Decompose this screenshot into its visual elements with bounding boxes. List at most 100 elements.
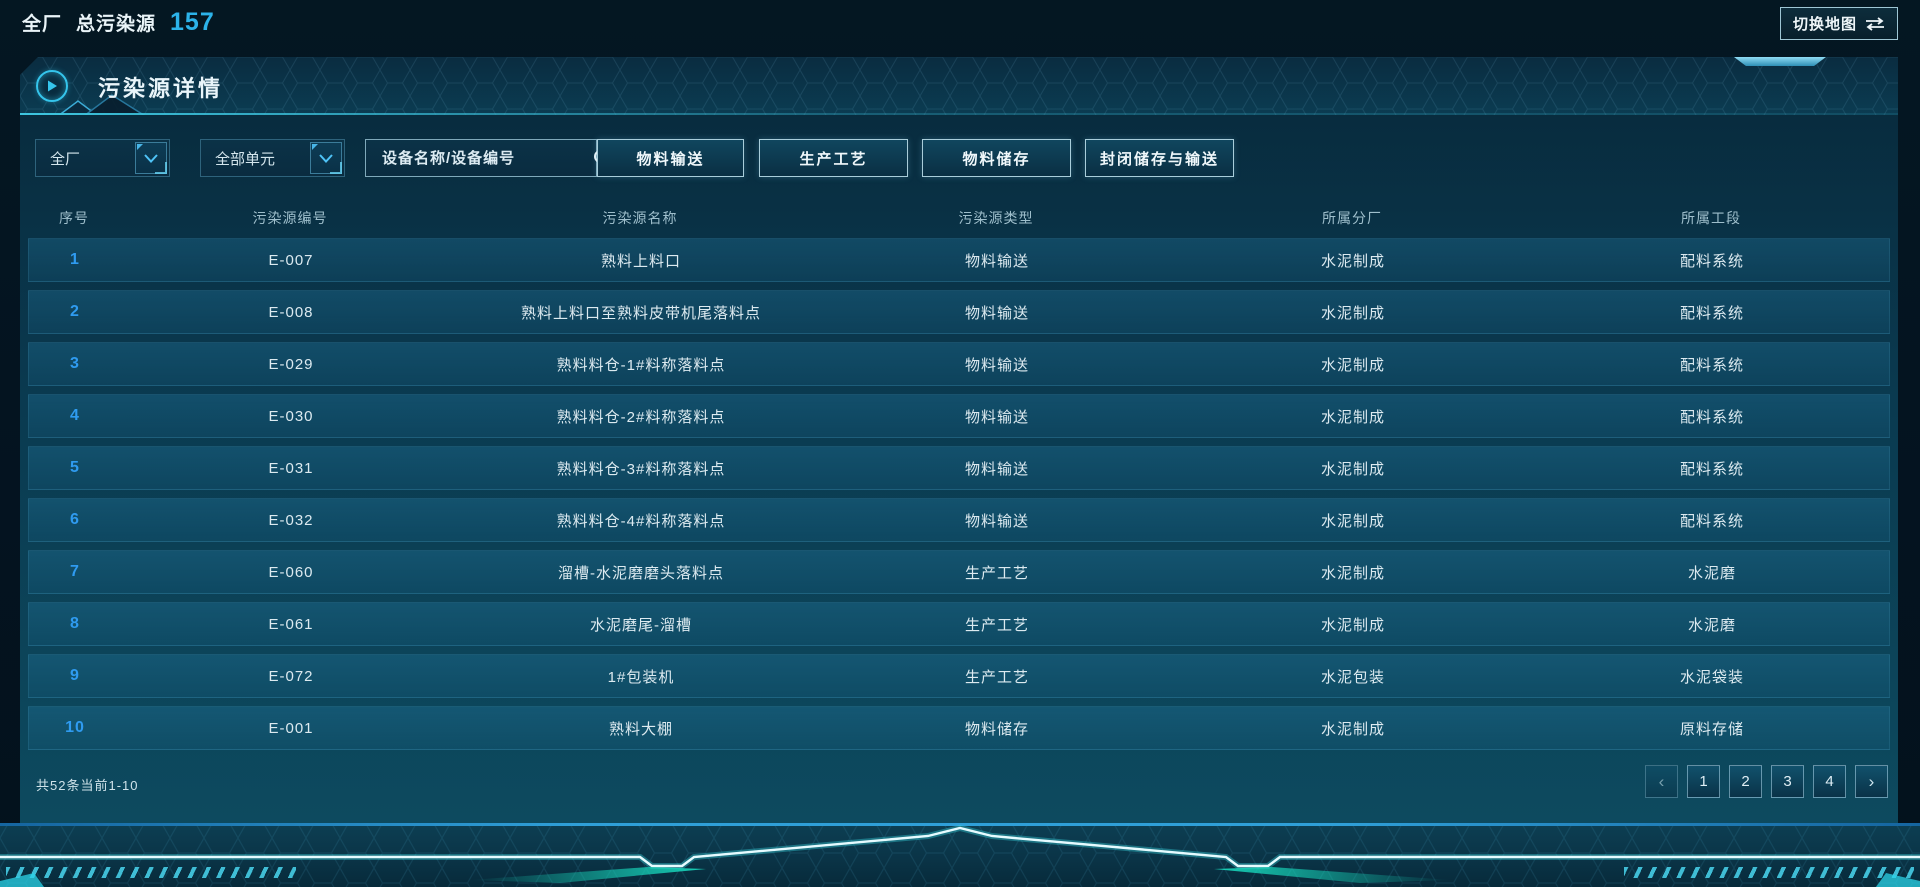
- plant-scope-label: 全厂: [22, 14, 63, 35]
- row-branch-plant: 水泥制成: [1320, 304, 1385, 322]
- table-row[interactable]: 1 E-007 熟料上料口 物料输送 水泥制成 配料系统: [28, 238, 1890, 282]
- device-search-box[interactable]: [365, 139, 611, 177]
- table-row[interactable]: 9 E-072 1#包装机 生产工艺 水泥包装 水泥袋装: [28, 654, 1890, 698]
- row-source-type: 生产工艺: [964, 668, 1029, 686]
- filter-button-closed-storage-transport[interactable]: 封闭储存与输送: [1085, 139, 1234, 177]
- total-pollution-count: 157: [170, 8, 215, 36]
- pagination-summary: 共52条当前1-10: [36, 778, 139, 793]
- row-source-name: 熟料大棚: [608, 720, 673, 738]
- next-page-button[interactable]: ›: [1855, 765, 1888, 798]
- footer-top-line: [0, 823, 1920, 826]
- row-branch-plant: 水泥制成: [1320, 252, 1385, 270]
- table-row[interactable]: 6 E-032 熟料料仓-4#料称落料点 物料输送 水泥制成 配料系统: [28, 498, 1890, 542]
- row-source-id: E-029: [268, 355, 314, 373]
- plant-select[interactable]: 全厂: [35, 139, 170, 177]
- row-source-type: 生产工艺: [964, 564, 1029, 582]
- row-branch-plant: 水泥制成: [1320, 460, 1385, 478]
- row-index: 2: [70, 303, 80, 320]
- row-branch-plant: 水泥制成: [1320, 408, 1385, 426]
- bottom-decoration: [0, 823, 1920, 887]
- row-source-type: 生产工艺: [964, 616, 1029, 634]
- filter-row: 全厂 全部单元 物料输送 生产工艺 物料储存 封闭储: [20, 139, 1898, 179]
- row-source-name: 熟料料仓-2#料称落料点: [556, 408, 726, 426]
- table-row[interactable]: 10 E-001 熟料大棚 物料储存 水泥制成 原料存储: [28, 706, 1890, 750]
- row-source-id: E-072: [268, 667, 314, 685]
- filter-button-material-storage[interactable]: 物料储存: [922, 139, 1071, 177]
- pagination: ‹ 1 2 3 4 ›: [1645, 765, 1888, 798]
- row-source-name: 熟料料仓-1#料称落料点: [556, 356, 726, 374]
- col-header-source-type: 污染源类型: [958, 210, 1034, 226]
- panel-title: 污染源详情: [98, 76, 224, 101]
- row-source-id: E-031: [268, 459, 314, 477]
- row-source-name: 水泥磨尾-溜槽: [590, 616, 692, 634]
- swap-arrows-icon: [1866, 16, 1884, 31]
- row-work-section: 配料系统: [1679, 252, 1744, 270]
- total-pollution-label: 总污染源: [76, 14, 157, 35]
- row-index: 7: [70, 563, 80, 580]
- topbar: 全厂 总污染源 157 切换地图: [0, 0, 1920, 50]
- row-source-name: 熟料料仓-4#料称落料点: [556, 512, 726, 530]
- hexagon-pattern: [20, 57, 1898, 115]
- row-work-section: 原料存储: [1679, 720, 1744, 738]
- page-button-3[interactable]: 3: [1771, 765, 1804, 798]
- row-branch-plant: 水泥制成: [1320, 616, 1385, 634]
- row-index: 10: [65, 719, 85, 736]
- row-source-type: 物料输送: [964, 304, 1029, 322]
- row-index: 5: [70, 459, 80, 476]
- col-header-source-name: 污染源名称: [602, 210, 678, 226]
- filter-button-production-process[interactable]: 生产工艺: [759, 139, 908, 177]
- unit-select-value: 全部单元: [215, 150, 276, 168]
- row-work-section: 配料系统: [1679, 304, 1744, 322]
- row-work-section: 水泥磨: [1687, 564, 1736, 582]
- row-source-id: E-060: [268, 563, 314, 581]
- row-source-id: E-007: [268, 251, 314, 269]
- table-row[interactable]: 5 E-031 熟料料仓-3#料称落料点 物料输送 水泥制成 配料系统: [28, 446, 1890, 490]
- chevron-down-icon[interactable]: [310, 142, 342, 174]
- page-button-4[interactable]: 4: [1813, 765, 1846, 798]
- pollution-detail-panel: 污染源详情 全厂 全部单元: [20, 57, 1898, 823]
- row-source-name: 1#包装机: [607, 668, 675, 686]
- filter-button-material-transport[interactable]: 物料输送: [597, 139, 744, 177]
- table-row[interactable]: 3 E-029 熟料料仓-1#料称落料点 物料输送 水泥制成 配料系统: [28, 342, 1890, 386]
- row-work-section: 配料系统: [1679, 460, 1744, 478]
- unit-select[interactable]: 全部单元: [200, 139, 345, 177]
- table-row[interactable]: 8 E-061 水泥磨尾-溜槽 生产工艺 水泥制成 水泥磨: [28, 602, 1890, 646]
- table-row[interactable]: 7 E-060 溜槽-水泥磨磨头落料点 生产工艺 水泥制成 水泥磨: [28, 550, 1890, 594]
- device-search-input[interactable]: [366, 140, 593, 176]
- plant-select-value: 全厂: [50, 150, 81, 168]
- col-header-index: 序号: [59, 210, 89, 226]
- row-source-type: 物料输送: [964, 460, 1029, 478]
- row-branch-plant: 水泥制成: [1320, 356, 1385, 374]
- footer-glow-lines: [0, 824, 1920, 887]
- switch-map-button[interactable]: 切换地图: [1780, 7, 1898, 40]
- row-branch-plant: 水泥制成: [1320, 720, 1385, 738]
- hatch-stripes-left: [6, 867, 296, 878]
- row-index: 1: [70, 251, 80, 268]
- row-source-id: E-001: [268, 719, 314, 737]
- row-work-section: 配料系统: [1679, 512, 1744, 530]
- prev-page-button[interactable]: ‹: [1645, 765, 1678, 798]
- col-header-branch-plant: 所属分厂: [1322, 210, 1382, 226]
- col-header-source-id: 污染源编号: [252, 210, 328, 226]
- row-source-name: 熟料料仓-3#料称落料点: [556, 460, 726, 478]
- table-header: 序号 污染源编号 污染源名称 污染源类型 所属分厂 所属工段: [28, 203, 1890, 233]
- row-source-type: 物料输送: [964, 356, 1029, 374]
- switch-map-label: 切换地图: [1792, 16, 1857, 33]
- panel-header: 污染源详情: [20, 57, 1898, 115]
- page-button-1[interactable]: 1: [1687, 765, 1720, 798]
- row-source-id: E-061: [268, 615, 314, 633]
- panel-footer: 共52条当前1-10 ‹ 1 2 3 4 ›: [20, 765, 1898, 801]
- row-source-id: E-032: [268, 511, 314, 529]
- row-source-id: E-008: [268, 303, 314, 321]
- row-branch-plant: 水泥制成: [1320, 564, 1385, 582]
- row-source-name: 溜槽-水泥磨磨头落料点: [558, 564, 724, 582]
- row-index: 4: [70, 407, 80, 424]
- row-work-section: 配料系统: [1679, 408, 1744, 426]
- table-row[interactable]: 4 E-030 熟料料仓-2#料称落料点 物料输送 水泥制成 配料系统: [28, 394, 1890, 438]
- page-button-2[interactable]: 2: [1729, 765, 1762, 798]
- row-index: 6: [70, 511, 80, 528]
- row-index: 3: [70, 355, 80, 372]
- chevron-down-icon[interactable]: [135, 142, 167, 174]
- table-row[interactable]: 2 E-008 熟料上料口至熟料皮带机尾落料点 物料输送 水泥制成 配料系统: [28, 290, 1890, 334]
